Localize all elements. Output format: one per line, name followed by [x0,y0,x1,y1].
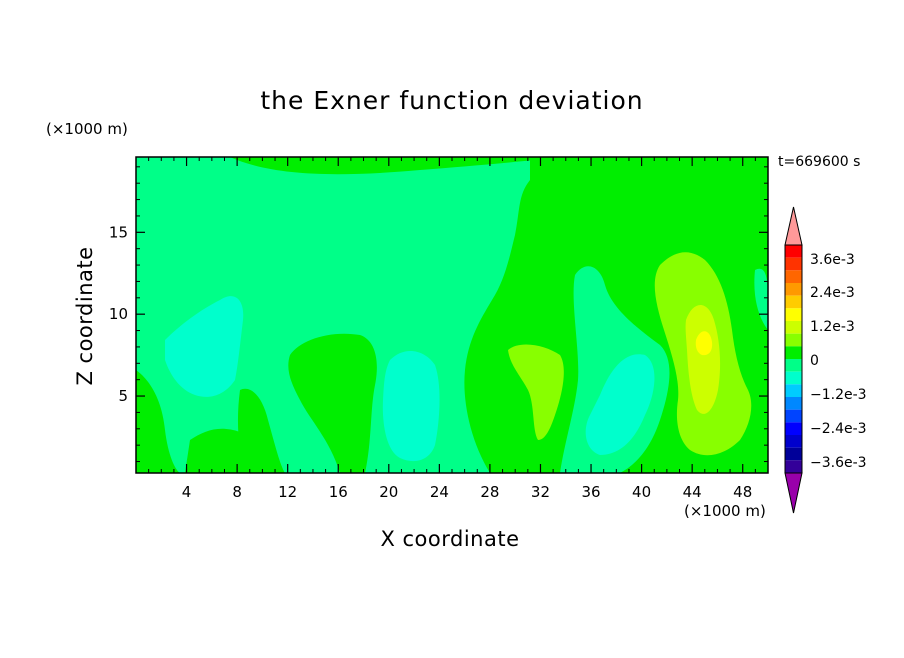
y-ticks: 5 10 15 [109,166,768,463]
colorbar-bin [785,270,802,283]
z-unit-label: (×1000 m) [46,120,128,138]
colorbar-bin [785,333,802,347]
colorbar-label: 2.4e-3 [810,285,855,301]
colorbar-bin [785,447,802,461]
colorbar-label: 3.6e-3 [810,252,855,268]
x-tick-label: 12 [278,483,297,501]
colorbar-label: −1.2e-3 [810,387,867,403]
x-tick-label: 28 [480,483,499,501]
time-label: t=669600 s [778,154,861,170]
colorbar-bin [785,283,802,296]
y-tick-label: 5 [118,387,128,405]
colorbar-label: −3.6e-3 [810,455,867,471]
colorbar: 3.6e-3 2.4e-3 1.2e-3 0 −1.2e-3 −2.4e-3 −3.6e-3 [784,206,867,514]
colorbar-label: 1.2e-3 [810,319,855,335]
region-yellow-max [695,331,713,356]
region-light-positive-mid [508,344,564,440]
colorbar-bin [785,422,802,435]
x-tick-label: 40 [632,483,651,501]
colorbar-bin [785,321,802,334]
colorbar-label: −2.4e-3 [810,421,867,437]
colorbar-bin [785,295,802,309]
x-tick-label: 16 [329,483,348,501]
x-axis-label: X coordinate [380,527,520,551]
region-positive-lower-middle [237,388,285,473]
region-positive-middle [288,333,377,473]
x-unit-label: (×1000 m) [684,502,766,520]
x-tick-label: 4 [182,483,192,501]
colorbar-bottom-arrow [784,472,803,514]
x-tick-label: 48 [733,483,752,501]
y-axis-label: Z coordinate [73,246,97,386]
colorbar-bin [785,371,802,385]
colorbar-bin [785,435,802,448]
colorbar-bin [785,346,802,359]
x-tick-label: 36 [581,483,600,501]
region-positive-left [136,370,180,473]
chart-title: the Exner function deviation [260,86,644,115]
region-top-band [230,157,560,175]
colorbar-bin [785,409,802,423]
x-ticks: 4 8 12 16 20 24 28 32 36 40 44 48 [148,157,756,501]
colorbar-bin [785,384,802,397]
y-tick-label: 10 [109,305,128,323]
region-negative-right [585,354,655,455]
x-tick-label: 20 [379,483,398,501]
x-tick-label: 44 [683,483,702,501]
colorbar-bin [785,359,802,372]
colorbar-bin [785,397,802,410]
region-negative-left [165,296,244,397]
x-tick-label: 8 [232,483,242,501]
y-tick-label: 15 [109,223,128,241]
contour-field [136,157,768,473]
colorbar-bin [785,460,802,473]
colorbar-bin [785,257,802,271]
colorbar-top-arrow [784,206,803,246]
x-tick-label: 32 [531,483,550,501]
region-negative-center [382,350,440,462]
colorbar-bin [785,245,802,258]
x-tick-label: 24 [430,483,449,501]
colorbar-bin [785,308,802,321]
region-yellowgreen [685,305,721,414]
colorbar-label: 0 [810,353,819,369]
